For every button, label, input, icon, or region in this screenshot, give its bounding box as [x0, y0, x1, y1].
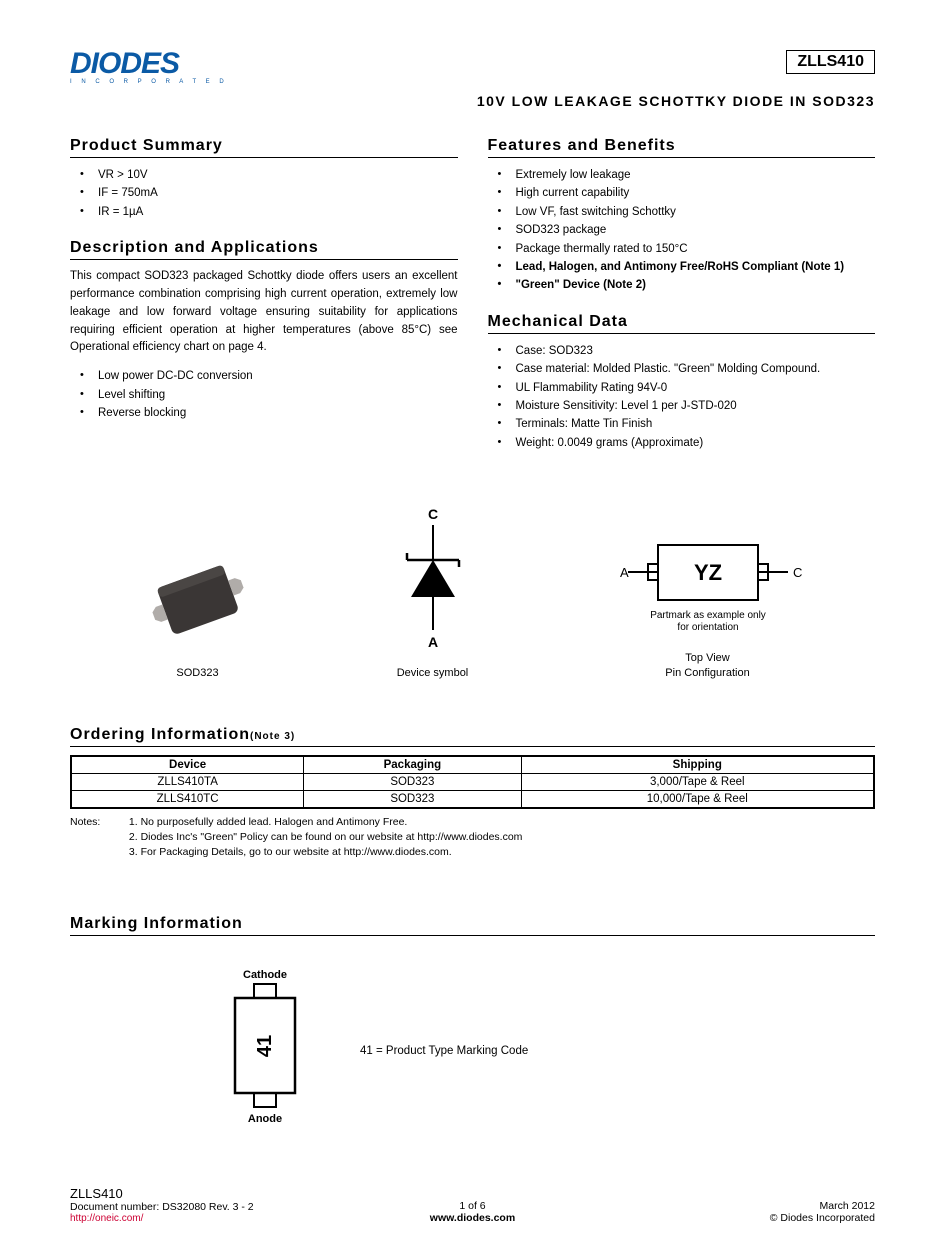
list-item: Low power DC-DC conversion: [74, 367, 458, 385]
footer-date: March 2012: [607, 1200, 875, 1212]
description-title: Description and Applications: [70, 239, 458, 260]
logo-subtext: I N C O R P O R A T E D: [70, 79, 228, 85]
footer-doc: Document number: DS32080 Rev. 3 - 2: [70, 1201, 338, 1213]
partmark-note2: for orientation: [677, 622, 738, 633]
features-list: Extremely low leakage High current capab…: [492, 166, 876, 295]
list-item: Reverse blocking: [74, 404, 458, 422]
list-item: VR > 10V: [74, 166, 458, 184]
symbol-figure: C A Device symbol: [383, 505, 483, 681]
svg-text:Anode: Anode: [248, 1113, 282, 1125]
footer-copyright: © Diodes Incorporated: [607, 1212, 875, 1224]
footer-link[interactable]: http://oneic.com/: [70, 1213, 338, 1224]
table-header: Shipping: [521, 756, 874, 774]
footer-site[interactable]: www.diodes.com: [338, 1212, 606, 1224]
footer-page: 1 of 6: [338, 1200, 606, 1212]
description-text: This compact SOD323 packaged Schottky di…: [70, 268, 458, 357]
diode-symbol-icon: C A: [383, 505, 483, 655]
list-item: IR = 1µA: [74, 203, 458, 221]
list-item: Low VF, fast switching Schottky: [492, 203, 876, 221]
product-summary-title: Product Summary: [70, 137, 458, 158]
cathode-label: C: [427, 506, 437, 522]
list-item: Case material: Molded Plastic. "Green" M…: [492, 360, 876, 378]
marking-diagram-icon: Cathode 41 Anode: [210, 966, 320, 1136]
footer-part: ZLLS410: [70, 1186, 338, 1201]
list-item: Terminals: Matte Tin Finish: [492, 415, 876, 433]
figure-caption: Device symbol: [383, 666, 483, 681]
table-row: ZLLS410TC SOD323 10,000/Tape & Reel: [71, 791, 874, 809]
svg-text:41: 41: [254, 1034, 276, 1056]
marking-legend: 41 = Product Type Marking Code: [360, 1045, 528, 1057]
mechanical-list: Case: SOD323 Case material: Molded Plast…: [492, 342, 876, 452]
part-number-box: ZLLS410: [786, 50, 875, 74]
list-item: High current capability: [492, 184, 876, 202]
ordering-title: Ordering Information(Note 3): [70, 726, 875, 747]
list-item: "Green" Device (Note 2): [492, 276, 876, 294]
list-item: SOD323 package: [492, 221, 876, 239]
pin-config-icon: A C YZ Partmark as example only for orie…: [598, 530, 818, 640]
table-header: Device: [71, 756, 304, 774]
topview-figure: A C YZ Partmark as example only for orie…: [598, 530, 818, 682]
list-item: IF = 750mA: [74, 184, 458, 202]
page-footer: ZLLS410 Document number: DS32080 Rev. 3 …: [70, 1186, 875, 1224]
mechanical-title: Mechanical Data: [488, 313, 876, 334]
list-item: UL Flammability Rating 94V-0: [492, 379, 876, 397]
table-header: Packaging: [304, 756, 521, 774]
sod323-icon: [128, 545, 268, 655]
list-item: Extremely low leakage: [492, 166, 876, 184]
list-item: Moisture Sensitivity: Level 1 per J-STD-…: [492, 397, 876, 415]
applications-list: Low power DC-DC conversion Level shiftin…: [74, 367, 458, 422]
list-item: Lead, Halogen, and Antimony Free/RoHS Co…: [492, 258, 876, 276]
list-item: Weight: 0.0049 grams (Approximate): [492, 434, 876, 452]
page-subtitle: 10V LOW LEAKAGE SCHOTTKY DIODE IN SOD323: [70, 93, 875, 109]
pin-c-label: C: [793, 565, 802, 580]
package-figure: SOD323: [128, 545, 268, 681]
marking-title: Marking Information: [70, 915, 875, 936]
features-title: Features and Benefits: [488, 137, 876, 158]
list-item: Package thermally rated to 150°C: [492, 240, 876, 258]
svg-text:Cathode: Cathode: [243, 969, 287, 981]
ordering-notes: Notes: 1. No purposefully added lead. Ha…: [70, 815, 875, 859]
figure-caption: SOD323: [128, 666, 268, 681]
list-item: Case: SOD323: [492, 342, 876, 360]
figure-caption: Top View: [685, 652, 729, 664]
logo-text: DIODES: [70, 50, 228, 77]
company-logo: DIODES I N C O R P O R A T E D: [70, 50, 228, 85]
table-row: ZLLS410TA SOD323 3,000/Tape & Reel: [71, 774, 874, 791]
figure-caption: Pin Configuration: [665, 667, 749, 679]
list-item: Level shifting: [74, 386, 458, 404]
ordering-table: Device Packaging Shipping ZLLS410TA SOD3…: [70, 755, 875, 809]
partmark-text: YZ: [693, 560, 721, 585]
pin-a-label: A: [620, 565, 629, 580]
product-summary-list: VR > 10V IF = 750mA IR = 1µA: [74, 166, 458, 221]
partmark-note1: Partmark as example only: [650, 610, 766, 621]
anode-label: A: [427, 634, 437, 650]
